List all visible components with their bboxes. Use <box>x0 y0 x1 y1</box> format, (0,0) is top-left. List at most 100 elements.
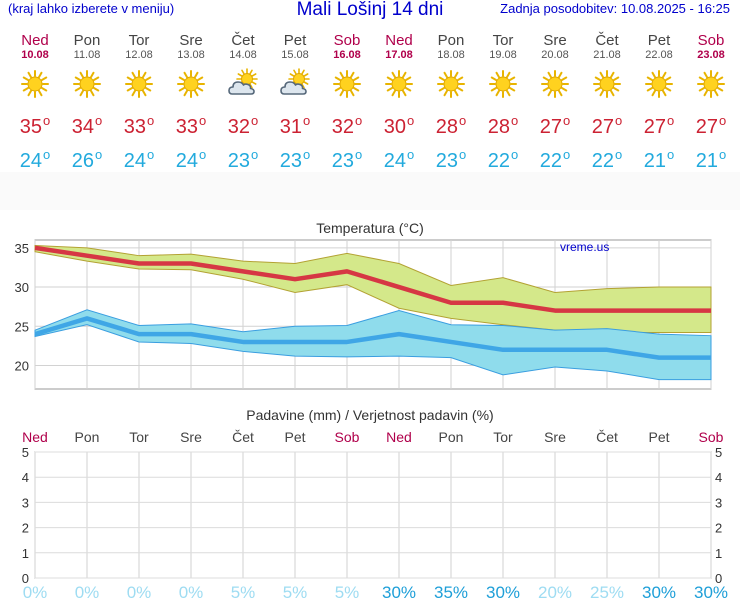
min-temp-line <box>34 316 711 360</box>
precipitation-chart-title: Padavine (mm) / Verjetnost padavin (%) <box>246 407 493 423</box>
temp-max: 27o <box>539 113 571 138</box>
day-date: 20.08 <box>541 49 569 61</box>
x-tick-label: Čet <box>596 429 618 445</box>
x-tick-label: Pet <box>648 429 669 445</box>
menu-hint: (kraj lahko izberete v meniju) <box>8 1 175 16</box>
day-name: Sob <box>697 32 725 49</box>
day-column: Pet 22.08 27o 21o <box>633 32 685 174</box>
sun-icon <box>489 70 517 98</box>
day-name: Pon <box>437 32 465 49</box>
day-column: Tor 19.08 28o 22o <box>477 32 529 174</box>
y-tick-label-right: 3 <box>715 495 722 510</box>
day-date: 23.08 <box>697 49 725 61</box>
precipitation-chart: Padavine (mm) / Verjetnost padavin (%) Ne… <box>22 407 728 600</box>
page-title: Mali Lošinj 14 dni <box>296 0 444 20</box>
temp-min: 23o <box>279 147 311 172</box>
temp-min: 26o <box>71 147 103 172</box>
sun-icon <box>21 70 49 98</box>
temp-max: 32o <box>227 113 259 138</box>
y-tick-label-left: 1 <box>22 546 29 561</box>
day-date: 22.08 <box>645 49 673 61</box>
day-column: Pon 18.08 28o 23o <box>425 32 477 174</box>
y-tick-label: 30 <box>15 280 29 295</box>
day-name: Čet <box>231 32 255 49</box>
x-tick-label: Sob <box>335 429 360 445</box>
temp-min: 22o <box>591 147 623 172</box>
day-column: Sre 20.08 27o 22o <box>529 32 581 174</box>
x-tick-label: Sre <box>180 429 202 445</box>
temp-max: 27o <box>695 113 727 138</box>
sun-icon <box>385 70 413 98</box>
probability-label: 20% <box>538 583 572 600</box>
temp-min: 23o <box>435 147 467 172</box>
temp-min: 24o <box>123 147 155 172</box>
temp-min: 21o <box>643 147 675 172</box>
temp-max: 30o <box>383 113 415 138</box>
watermark: vreme.us <box>560 240 609 254</box>
day-date: 12.08 <box>125 49 153 61</box>
probability-label: 25% <box>590 583 624 600</box>
temp-min: 24o <box>383 147 415 172</box>
x-tick-label: Sre <box>544 429 566 445</box>
max-temp-line <box>34 245 711 313</box>
day-name: Ned <box>385 32 413 49</box>
temp-max: 34o <box>71 113 103 138</box>
sun-icon <box>437 70 465 98</box>
temp-min: 22o <box>487 147 519 172</box>
probability-label: 30% <box>486 583 520 600</box>
day-date: 18.08 <box>437 49 465 61</box>
probability-label: 30% <box>694 583 728 600</box>
temp-max: 28o <box>435 113 467 138</box>
x-tick-label: Tor <box>129 429 149 445</box>
y-tick-label-left: 3 <box>22 495 29 510</box>
min-temp-band <box>34 309 712 381</box>
sun-icon <box>593 70 621 98</box>
x-tick-label: Pet <box>284 429 305 445</box>
day-date: 15.08 <box>281 49 309 61</box>
x-tick-label: Tor <box>493 429 513 445</box>
sun-icon <box>541 70 569 98</box>
temp-max: 31o <box>279 113 311 138</box>
probability-label: 5% <box>335 583 360 600</box>
cloud-sun-icon <box>228 68 258 95</box>
sun-icon <box>333 70 361 98</box>
temperature-chart: Temperatura (°C) 20 25 30 35 vreme.us <box>15 220 712 390</box>
separator-band <box>0 172 740 210</box>
sun-icon <box>125 70 153 98</box>
day-column: Tor 12.08 33o 24o <box>113 32 165 174</box>
day-name: Sob <box>333 32 361 49</box>
temp-max: 27o <box>591 113 623 138</box>
temp-min: 24o <box>175 147 207 172</box>
y-tick-label-right: 4 <box>715 470 722 485</box>
probability-label: 35% <box>434 583 468 600</box>
day-date: 17.08 <box>385 49 413 61</box>
y-tick-label-left: 4 <box>22 470 29 485</box>
day-name: Tor <box>128 32 150 49</box>
temp-min: 21o <box>695 147 727 172</box>
temperature-chart-title: Temperatura (°C) <box>316 220 424 236</box>
y-tick-label: 25 <box>15 319 29 334</box>
probability-label: 30% <box>642 583 676 600</box>
x-tick-label: Ned <box>22 429 48 445</box>
x-tick-label: Čet <box>232 429 254 445</box>
probability-label: 0% <box>179 583 204 600</box>
day-name: Pet <box>647 32 671 49</box>
probability-label: 0% <box>23 583 48 600</box>
y-tick-label-left: 5 <box>22 445 29 460</box>
probability-label: 5% <box>231 583 256 600</box>
plot-area <box>34 451 712 579</box>
temp-max: 35o <box>19 113 51 138</box>
day-name: Sre <box>179 32 203 49</box>
sun-icon <box>177 70 205 98</box>
daily-forecast-strip: Ned 10.08 35o 24o Pon 11.08 34o 26o Tor 12.08 33o 2… <box>9 32 737 174</box>
sun-icon <box>73 70 101 98</box>
y-tick-label-right: 5 <box>715 445 722 460</box>
y-tick-label-left: 2 <box>22 521 29 536</box>
x-tick-label: Pon <box>75 429 100 445</box>
day-name: Tor <box>492 32 514 49</box>
header-bar: (kraj lahko izberete v meniju) Mali Loši… <box>0 0 740 22</box>
day-date: 10.08 <box>21 49 49 61</box>
day-column: Sob 16.08 32o 23o <box>321 32 373 174</box>
temp-min: 24o <box>19 147 51 172</box>
day-column: Pet 15.08 31o 23o <box>269 32 321 174</box>
